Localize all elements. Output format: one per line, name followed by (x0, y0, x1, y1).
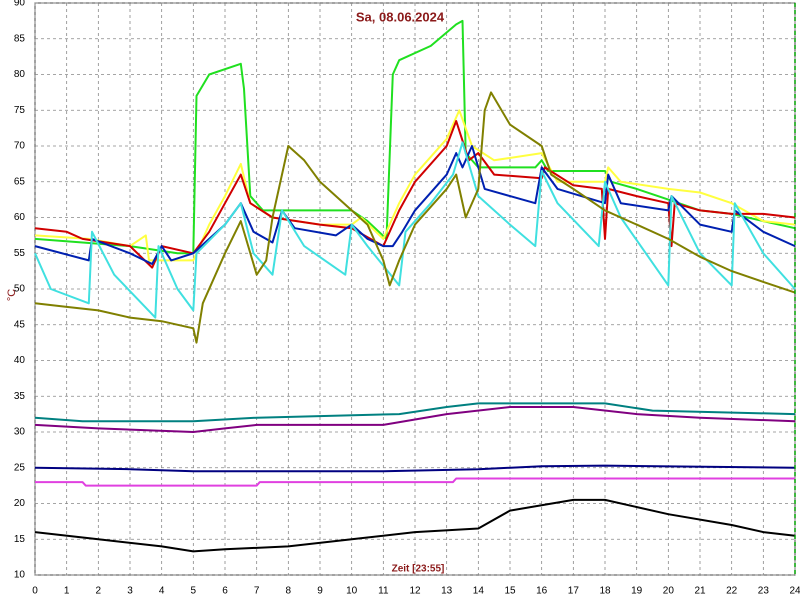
y-tick-label: 80 (14, 69, 26, 80)
x-tick-label: 13 (441, 586, 453, 597)
x-axis-label: Zeit [23:55] (392, 564, 445, 575)
chart-title: Sa, 08.06.2024 (356, 9, 445, 24)
y-tick-label: 40 (14, 355, 26, 366)
x-tick-label: 16 (536, 586, 548, 597)
y-tick-label: 30 (14, 427, 26, 438)
lines (34, 19, 796, 553)
x-tick-label: 7 (254, 586, 260, 597)
x-tick-label: 2 (96, 586, 102, 597)
x-tick-label: 21 (694, 586, 706, 597)
series-line (35, 477, 795, 487)
series-line (34, 464, 796, 473)
y-tick-label: 60 (14, 212, 26, 223)
series-line (34, 19, 796, 255)
x-tick-label: 10 (346, 586, 358, 597)
x-tick-label: 17 (568, 586, 580, 597)
y-tick-label: 25 (14, 462, 26, 473)
series-line (34, 145, 796, 265)
x-tick-label: 5 (191, 586, 197, 597)
x-tick-label: 18 (599, 586, 611, 597)
x-tick-label: 19 (631, 586, 643, 597)
y-tick-label: 50 (14, 284, 26, 295)
y-tick-label: 20 (14, 498, 26, 509)
series-line (34, 402, 796, 423)
x-tick-label: 24 (789, 586, 800, 597)
x-tick-label: 20 (663, 586, 675, 597)
series-line (34, 141, 796, 319)
grid (34, 2, 796, 576)
series-line (34, 498, 796, 553)
x-tick-label: 14 (473, 586, 485, 597)
y-tick-label: 85 (14, 33, 26, 44)
x-tick-label: 9 (317, 586, 323, 597)
x-tick-label: 4 (159, 586, 165, 597)
y-tick-label: 45 (14, 319, 26, 330)
x-tick-label: 1 (64, 586, 70, 597)
y-tick-label: 70 (14, 141, 26, 152)
x-tick-label: 22 (726, 586, 738, 597)
x-tick-label: 0 (32, 586, 38, 597)
x-tick-label: 15 (504, 586, 516, 597)
y-tick-label: 35 (14, 391, 26, 402)
x-tick-label: 8 (286, 586, 292, 597)
x-tick-label: 12 (409, 586, 421, 597)
x-tick-label: 6 (222, 586, 228, 597)
x-tick-label: 11 (378, 586, 389, 597)
y-tick-label: 75 (14, 105, 26, 116)
series-line (34, 109, 796, 262)
x-tick-label: 3 (127, 586, 133, 597)
y-tick-label: 15 (14, 534, 26, 545)
y-tick-label: 65 (14, 176, 26, 187)
y-tick-label: 90 (14, 0, 26, 9)
x-tick-label: 23 (758, 586, 770, 597)
series-line (34, 406, 796, 433)
y-axis-label: °C (6, 289, 18, 301)
series-line (34, 91, 796, 344)
y-tick-label: 55 (14, 248, 26, 259)
y-tick-label: 10 (14, 570, 26, 581)
